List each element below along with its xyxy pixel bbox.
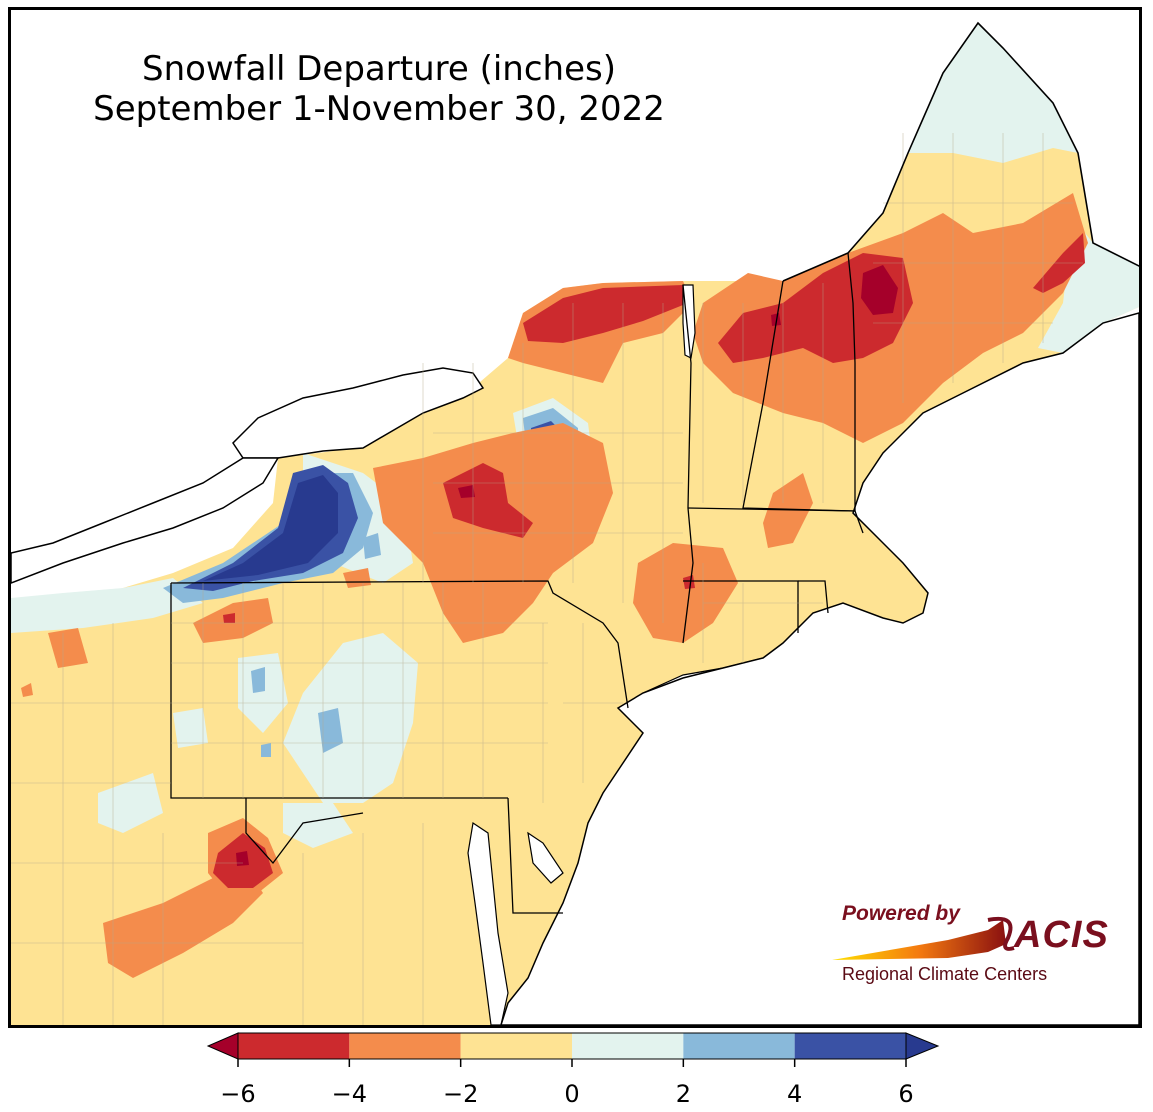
ocean [500,312,1139,1025]
colorbar-tick-label: 4 [787,1080,803,1108]
county-lines [11,133,1083,1025]
colorbar-tick-label: 0 [564,1080,580,1108]
colorbar-bin [794,1033,906,1059]
colorbar-tick-label: −4 [331,1080,368,1108]
colorbar-tick-label: −2 [442,1080,479,1108]
lake-erie [11,457,280,584]
map-subtitle: September 1-November 30, 2022 [93,89,665,129]
band-under-neg6 [236,265,898,866]
colorbar-over-arrow [905,1032,940,1060]
acis-logo: Powered by ACIS Regional Climate Centers [828,900,1118,1000]
acis-swoosh-icon [832,916,1015,960]
lake-ontario [232,367,485,459]
snowfall-map [11,21,1139,1025]
colorbar-bin [349,1033,461,1059]
coastline [782,21,1139,282]
state-borders [170,252,864,914]
map-frame: Snowfall Departure (inches) September 1-… [8,7,1142,1028]
delaware-bay [527,831,564,884]
colorbar-tick-label: 2 [675,1080,691,1108]
colorbar-tick-label: −6 [220,1080,256,1108]
chesapeake-bay [467,821,509,1025]
colorbar-bin [683,1033,795,1059]
colorbar-bin [460,1033,572,1059]
colorbar-bin [238,1033,350,1059]
logo-subtitle: Regional Climate Centers [842,964,1048,984]
colorbar-tick-label: 6 [898,1080,914,1108]
logo-powered-by: Powered by [842,902,960,925]
colorbar [206,1032,940,1067]
map-title: Snowfall Departure (inches) [142,49,616,89]
logo-brand: ACIS [1014,914,1109,956]
colorbar-under-arrow [206,1032,239,1060]
colorbar-bin [572,1033,684,1059]
